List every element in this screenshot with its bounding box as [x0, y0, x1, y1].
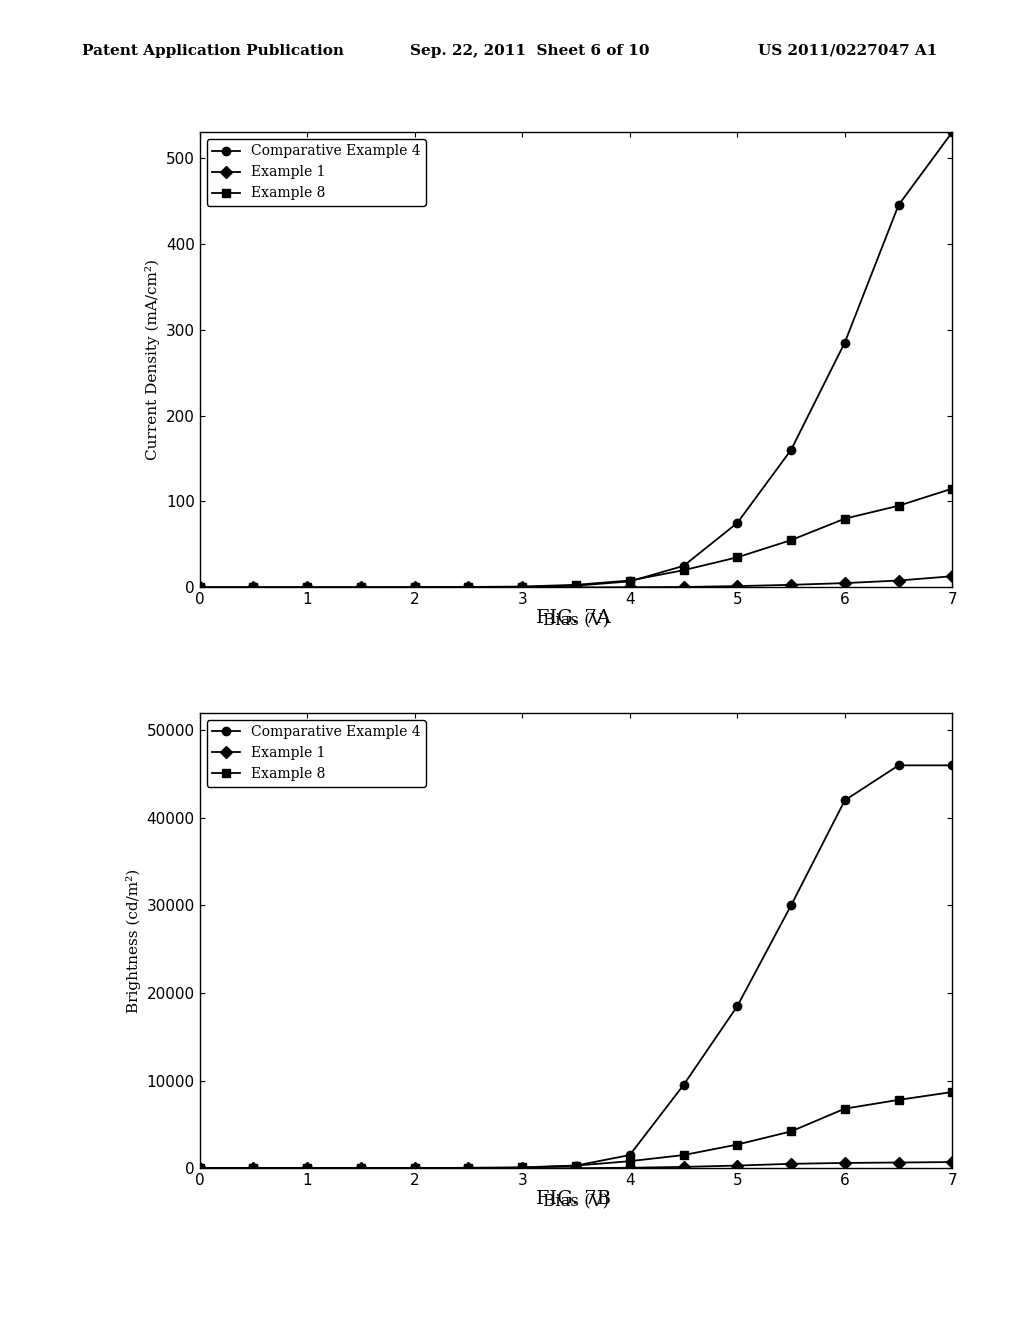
Text: FIG. 7B: FIG. 7B: [536, 1189, 611, 1208]
Legend: Comparative Example 4, Example 1, Example 8: Comparative Example 4, Example 1, Exampl…: [207, 719, 426, 787]
Y-axis label: Brightness (cd/m²): Brightness (cd/m²): [126, 869, 141, 1012]
Y-axis label: Current Density (mA/cm²): Current Density (mA/cm²): [145, 259, 161, 461]
Text: FIG. 7A: FIG. 7A: [536, 609, 611, 627]
Text: Sep. 22, 2011  Sheet 6 of 10: Sep. 22, 2011 Sheet 6 of 10: [410, 44, 649, 58]
Legend: Comparative Example 4, Example 1, Example 8: Comparative Example 4, Example 1, Exampl…: [207, 139, 426, 206]
Text: Patent Application Publication: Patent Application Publication: [82, 44, 344, 58]
X-axis label: Bias (V): Bias (V): [543, 612, 609, 630]
X-axis label: Bias (V): Bias (V): [543, 1193, 609, 1210]
Text: US 2011/0227047 A1: US 2011/0227047 A1: [758, 44, 937, 58]
